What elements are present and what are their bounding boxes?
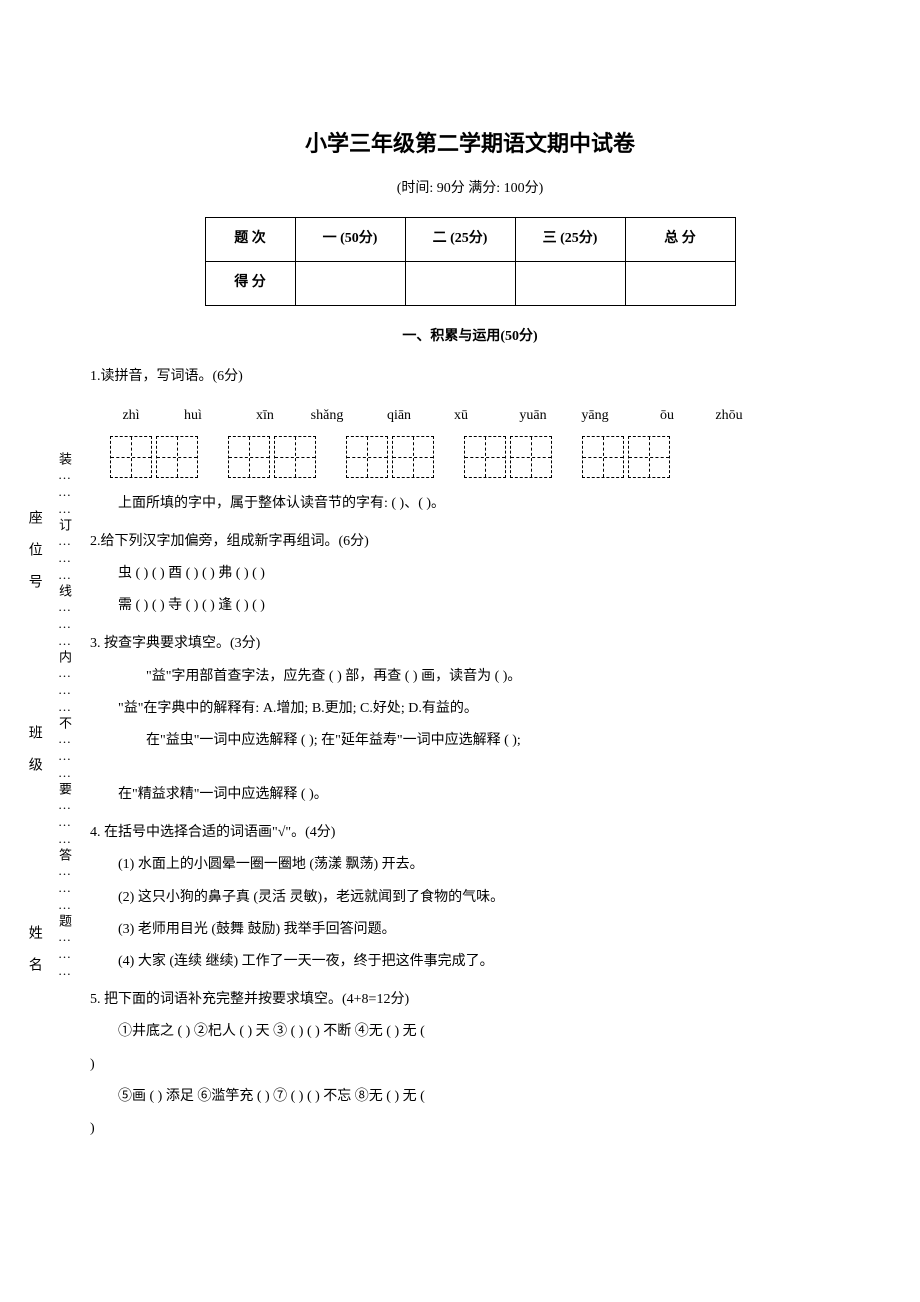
q5-row2-tail: ) <box>90 1113 850 1145</box>
col-label: 题 次 <box>205 218 295 262</box>
q4-o1: (1) 水面上的小圆晕一圈一圈地 (荡漾 飘荡) 开去。 <box>90 849 850 881</box>
char-box[interactable] <box>628 436 670 478</box>
char-box[interactable] <box>582 436 624 478</box>
char-box[interactable] <box>510 436 552 478</box>
exam-title: 小学三年级第二学期语文期中试卷 <box>90 120 850 168</box>
score-header-row: 题 次 一 (50分) 二 (25分) 三 (25分) 总 分 <box>205 218 735 262</box>
q5-stem: 5. 把下面的词语补充完整并按要求填空。(4+8=12分) <box>90 984 850 1016</box>
q1-followup: 上面所填的字中，属于整体认读音节的字有: ( )、( )。 <box>90 488 850 520</box>
char-box[interactable] <box>346 436 388 478</box>
q4-o3: (3) 老师用目光 (鼓舞 鼓励) 我举手回答问题。 <box>90 914 850 946</box>
char-box[interactable] <box>274 436 316 478</box>
seat-number-label: 座位号 <box>18 510 49 606</box>
q2-row1: 虫 ( ) ( ) 酉 ( ) ( ) 弗 ( ) ( ) <box>90 558 850 590</box>
q4-o4: (4) 大家 (连续 继续) 工作了一天一夜，终于把这件事完成了。 <box>90 946 850 978</box>
q4-stem: 4. 在括号中选择合适的词语画"√"。(4分) <box>90 817 850 849</box>
q1-stem: 1.读拼音，写词语。(6分) <box>90 361 850 393</box>
q5: 5. 把下面的词语补充完整并按要求填空。(4+8=12分) ①井底之 ( ) ②… <box>90 984 850 1145</box>
char-box[interactable] <box>156 436 198 478</box>
name-label: 姓名 <box>18 925 49 989</box>
col-part2: 二 (25分) <box>405 218 515 262</box>
pinyin: shǎng <box>306 401 348 432</box>
q2: 2.给下列汉字加偏旁，组成新字再组词。(6分) 虫 ( ) ( ) 酉 ( ) … <box>90 526 850 623</box>
exam-subtitle: (时间: 90分 满分: 100分) <box>90 174 850 205</box>
q4-o2: (2) 这只小狗的鼻子真 (灵活 灵敏)，老远就闻到了食物的气味。 <box>90 882 850 914</box>
class-label: 班级 <box>18 725 49 789</box>
score-table: 题 次 一 (50分) 二 (25分) 三 (25分) 总 分 得 分 <box>205 217 736 306</box>
pinyin: yāng <box>574 401 616 432</box>
q5-row1-tail: ) <box>90 1049 850 1081</box>
q2-row2: 需 ( ) ( ) 寺 ( ) ( ) 逢 ( ) ( ) <box>90 590 850 622</box>
q3-line2: "益"在字典中的解释有: A.增加; B.更加; C.好处; D.有益的。 <box>90 693 850 725</box>
q3-line1: "益"字用部首查字法，应先查 ( ) 部，再查 ( ) 画，读音为 ( )。 <box>90 661 850 693</box>
binding-line: 装………订………线………内………不………要………答………题……… <box>60 180 78 1252</box>
char-box[interactable] <box>228 436 270 478</box>
section1-title: 一、积累与运用(50分) <box>90 322 850 353</box>
q2-stem: 2.给下列汉字加偏旁，组成新字再组词。(6分) <box>90 526 850 558</box>
q3-line4: 在"精益求精"一词中应选解释 ( )。 <box>90 779 850 811</box>
pinyin: zhì <box>110 401 152 432</box>
score-part2[interactable] <box>405 261 515 305</box>
char-box[interactable] <box>392 436 434 478</box>
pinyin: qiān <box>378 401 420 432</box>
q3: 3. 按查字典要求填空。(3分) "益"字用部首查字法，应先查 ( ) 部，再查… <box>90 628 850 811</box>
col-part1: 一 (50分) <box>295 218 405 262</box>
score-total[interactable] <box>625 261 735 305</box>
pinyin: huì <box>172 401 214 432</box>
q4: 4. 在括号中选择合适的词语画"√"。(4分) (1) 水面上的小圆晕一圈一圈地… <box>90 817 850 978</box>
q3-line3: 在"益虫"一词中应选解释 ( ); 在"延年益寿"一词中应选解释 ( ); <box>90 725 850 757</box>
q5-row1: ①井底之 ( ) ②杞人 ( ) 天 ③ ( ) ( ) 不断 ④无 ( ) 无… <box>90 1016 850 1048</box>
score-part3[interactable] <box>515 261 625 305</box>
char-box[interactable] <box>110 436 152 478</box>
char-box[interactable] <box>464 436 506 478</box>
q3-stem: 3. 按查字典要求填空。(3分) <box>90 628 850 660</box>
score-value-row: 得 分 <box>205 261 735 305</box>
score-label: 得 分 <box>205 261 295 305</box>
q1-pinyin-row: zhìhuì xīn shǎng qiānxū yuān yāng ōuzhōu <box>110 401 850 432</box>
pinyin: ōu <box>646 401 688 432</box>
pinyin: xū <box>440 401 482 432</box>
col-total: 总 分 <box>625 218 735 262</box>
pinyin: yuān <box>512 401 554 432</box>
pinyin: xīn <box>244 401 286 432</box>
score-part1[interactable] <box>295 261 405 305</box>
q1-box-row <box>110 436 850 478</box>
q5-row2: ⑤画 ( ) 添足 ⑥滥竽充 ( ) ⑦ ( ) ( ) 不忘 ⑧无 ( ) 无… <box>90 1081 850 1113</box>
q1: 1.读拼音，写词语。(6分) zhìhuì xīn shǎng qiānxū yu… <box>90 361 850 520</box>
col-part3: 三 (25分) <box>515 218 625 262</box>
pinyin: zhōu <box>708 401 750 432</box>
